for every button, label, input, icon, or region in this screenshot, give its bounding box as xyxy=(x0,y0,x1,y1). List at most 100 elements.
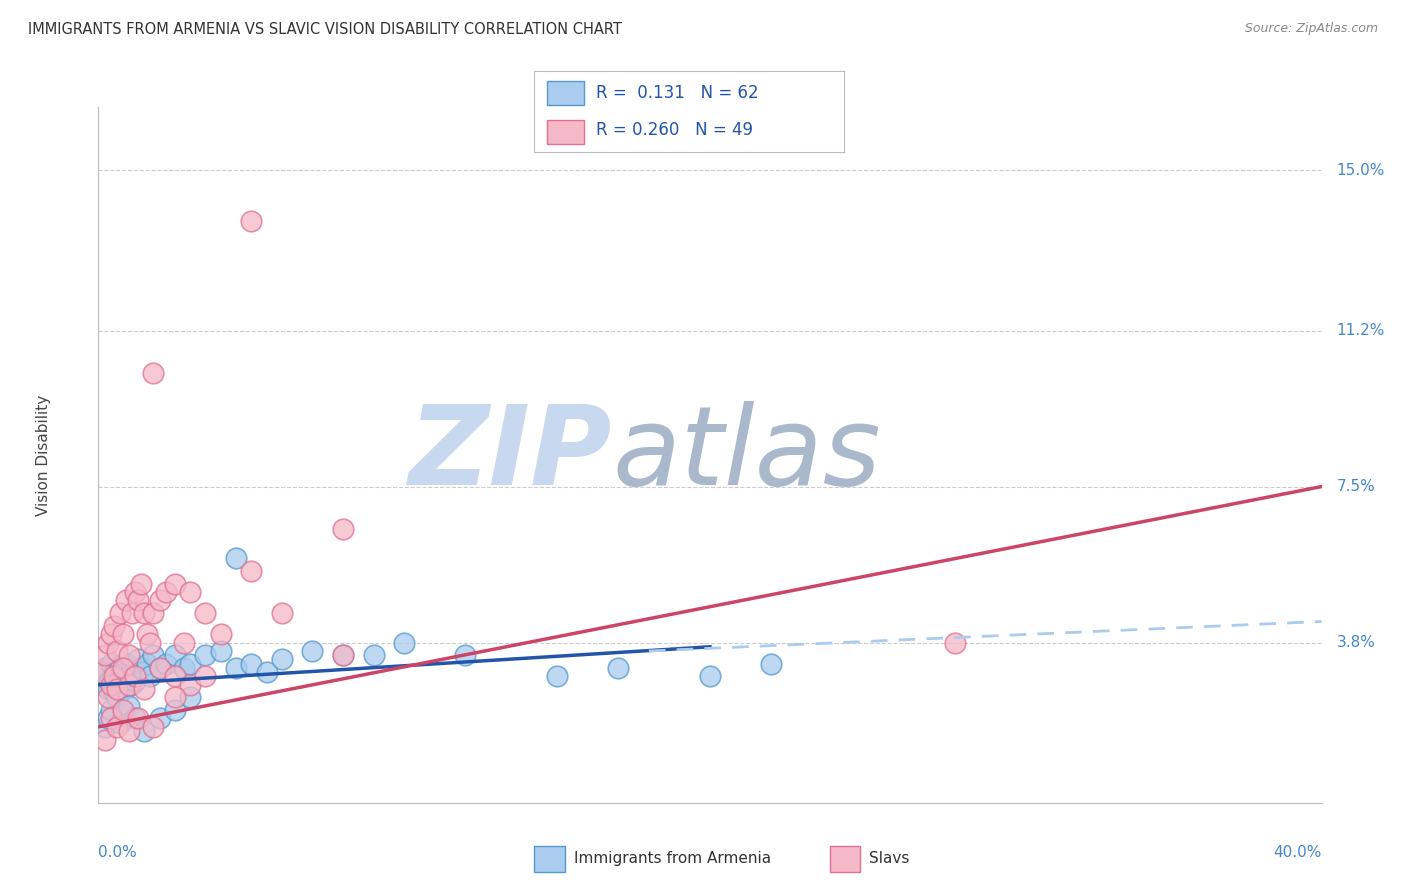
Point xyxy=(332,648,354,663)
Bar xyxy=(547,120,583,144)
Point xyxy=(136,627,159,641)
Point xyxy=(699,669,721,683)
Point xyxy=(105,669,128,683)
Point xyxy=(103,669,125,683)
Point xyxy=(240,564,263,578)
Point xyxy=(98,673,121,688)
Point xyxy=(136,657,159,671)
Point xyxy=(149,661,172,675)
Point xyxy=(94,665,117,679)
Point xyxy=(256,665,278,679)
Point xyxy=(270,652,294,666)
Point xyxy=(209,644,232,658)
Point xyxy=(163,703,186,717)
Point xyxy=(194,669,217,683)
Point xyxy=(142,648,165,663)
Point xyxy=(134,724,156,739)
Point xyxy=(240,214,263,228)
Point xyxy=(129,661,152,675)
Point xyxy=(90,669,112,683)
Point xyxy=(100,703,122,717)
Point xyxy=(108,606,131,620)
Point xyxy=(194,648,217,663)
Text: 7.5%: 7.5% xyxy=(1336,479,1375,494)
Point xyxy=(127,711,149,725)
Point xyxy=(124,711,146,725)
Text: R = 0.260   N = 49: R = 0.260 N = 49 xyxy=(596,121,754,139)
Point xyxy=(93,720,115,734)
Point xyxy=(173,661,195,675)
Point xyxy=(179,657,201,671)
Point xyxy=(103,618,125,632)
Point xyxy=(97,635,120,649)
Text: ZIP: ZIP xyxy=(409,401,612,508)
Point xyxy=(225,551,247,566)
Point xyxy=(124,673,146,688)
Text: IMMIGRANTS FROM ARMENIA VS SLAVIC VISION DISABILITY CORRELATION CHART: IMMIGRANTS FROM ARMENIA VS SLAVIC VISION… xyxy=(28,22,621,37)
Point xyxy=(111,661,134,675)
Text: 15.0%: 15.0% xyxy=(1336,163,1385,178)
Point xyxy=(107,678,129,692)
Point xyxy=(127,652,149,666)
Point xyxy=(108,715,131,730)
Point xyxy=(118,669,141,683)
Point xyxy=(121,661,143,675)
Point xyxy=(179,585,201,599)
Point xyxy=(120,678,142,692)
Point xyxy=(546,669,568,683)
Point xyxy=(139,635,162,649)
Point xyxy=(142,606,165,620)
Point xyxy=(134,681,156,696)
Point xyxy=(118,678,141,692)
Point xyxy=(607,661,630,675)
Point xyxy=(761,657,783,671)
Point xyxy=(110,673,132,688)
Point xyxy=(101,669,124,683)
Point xyxy=(103,686,125,700)
Point xyxy=(121,606,143,620)
Text: 40.0%: 40.0% xyxy=(1274,845,1322,860)
Point xyxy=(118,724,141,739)
Point xyxy=(179,678,201,692)
Point xyxy=(124,585,146,599)
Point xyxy=(155,585,177,599)
Point xyxy=(332,522,354,536)
Point xyxy=(225,661,247,675)
Point xyxy=(142,366,165,380)
Point xyxy=(93,648,115,663)
Point xyxy=(139,669,162,683)
Point xyxy=(194,606,217,620)
Point xyxy=(163,648,186,663)
Point xyxy=(105,690,128,705)
Point xyxy=(105,644,128,658)
Point xyxy=(108,661,131,675)
Point xyxy=(97,681,120,696)
Point xyxy=(105,681,128,696)
Point xyxy=(111,703,134,717)
Point xyxy=(118,698,141,713)
Point xyxy=(104,665,127,679)
Point xyxy=(90,665,112,679)
Text: Slavs: Slavs xyxy=(869,852,910,866)
Point xyxy=(363,648,385,663)
Text: 3.8%: 3.8% xyxy=(1336,635,1375,650)
Point xyxy=(149,661,172,675)
Point xyxy=(142,720,165,734)
Point xyxy=(111,707,134,722)
Point xyxy=(97,711,120,725)
Text: atlas: atlas xyxy=(612,401,880,508)
Point xyxy=(240,657,263,671)
Point xyxy=(301,644,323,658)
Point xyxy=(115,593,138,607)
Point xyxy=(163,669,186,683)
Point xyxy=(111,627,134,641)
Text: 0.0%: 0.0% xyxy=(98,845,138,860)
Point xyxy=(93,661,115,675)
Point xyxy=(100,657,122,671)
Point xyxy=(105,720,128,734)
Text: Immigrants from Armenia: Immigrants from Armenia xyxy=(574,852,770,866)
Point xyxy=(943,635,966,649)
Point xyxy=(163,576,186,591)
Point xyxy=(111,669,134,683)
Point xyxy=(100,711,122,725)
